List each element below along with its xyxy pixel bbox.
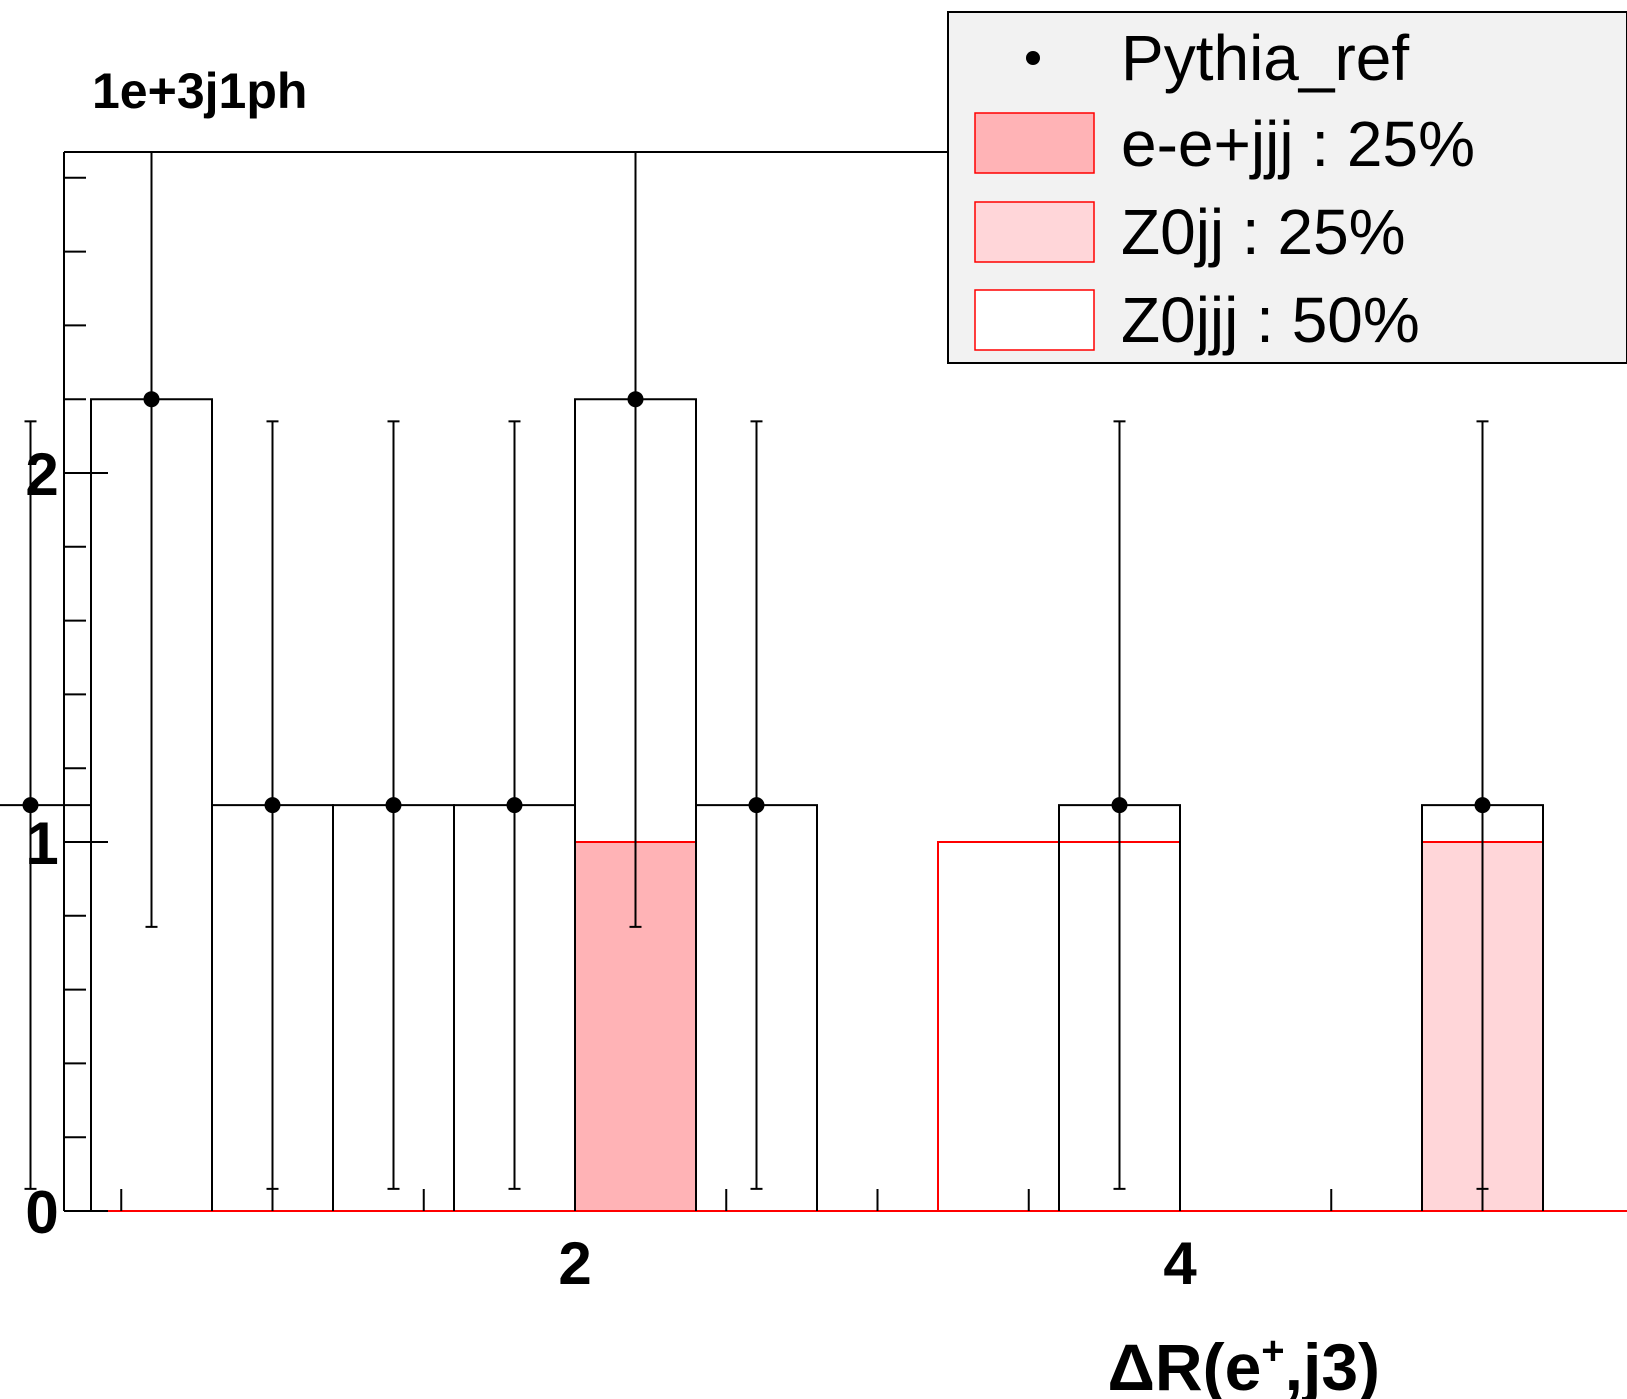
legend-swatch-eejjj xyxy=(974,112,1095,174)
x-axis-label-rest: ,j3) xyxy=(1285,1330,1380,1399)
ref-point-1 xyxy=(143,391,160,408)
ref-point-0 xyxy=(22,797,39,814)
x-tick-label-0: 2 xyxy=(558,1230,591,1297)
ref-point-4 xyxy=(506,797,523,814)
legend: Pythia_ref e-e+jjj : 25% Z0jj : 25% Z0jj… xyxy=(947,11,1627,364)
ref-point-2 xyxy=(264,797,281,814)
legend-swatch-z0jjj xyxy=(974,289,1095,351)
chart-title: 1e+3j1ph xyxy=(92,63,307,119)
axes: 0 1 2 2 4 xyxy=(25,151,1627,1297)
ref-point-12 xyxy=(1474,797,1491,814)
legend-label-eejjj: e-e+jjj : 25% xyxy=(1121,108,1475,180)
stack-bar-0-0 xyxy=(937,841,1060,1212)
legend-swatch-z0jj xyxy=(974,201,1095,263)
y-tick-label-1: 1 xyxy=(25,810,58,877)
ref-point-6 xyxy=(748,797,765,814)
ref-point-5 xyxy=(627,391,644,408)
x-axis-label-superscript: + xyxy=(1261,1329,1284,1373)
x-tick-label-1: 4 xyxy=(1163,1230,1197,1297)
legend-label-z0jj: Z0jj : 25% xyxy=(1121,196,1406,268)
ref-point-9 xyxy=(1111,797,1128,814)
y-tick-label-0: 0 xyxy=(25,1179,58,1246)
legend-label-z0jjj: Z0jjj : 50% xyxy=(1121,284,1420,356)
x-axis-label: ΔR(e+,j3) xyxy=(1107,1329,1380,1399)
y-tick-label-2: 2 xyxy=(25,441,58,508)
reference-histogram xyxy=(0,152,1544,1211)
x-axis-label-main: ΔR(e xyxy=(1107,1330,1261,1399)
legend-marker-reference xyxy=(1026,51,1040,65)
ref-point-3 xyxy=(385,797,402,814)
legend-label-reference: Pythia_ref xyxy=(1121,22,1409,94)
